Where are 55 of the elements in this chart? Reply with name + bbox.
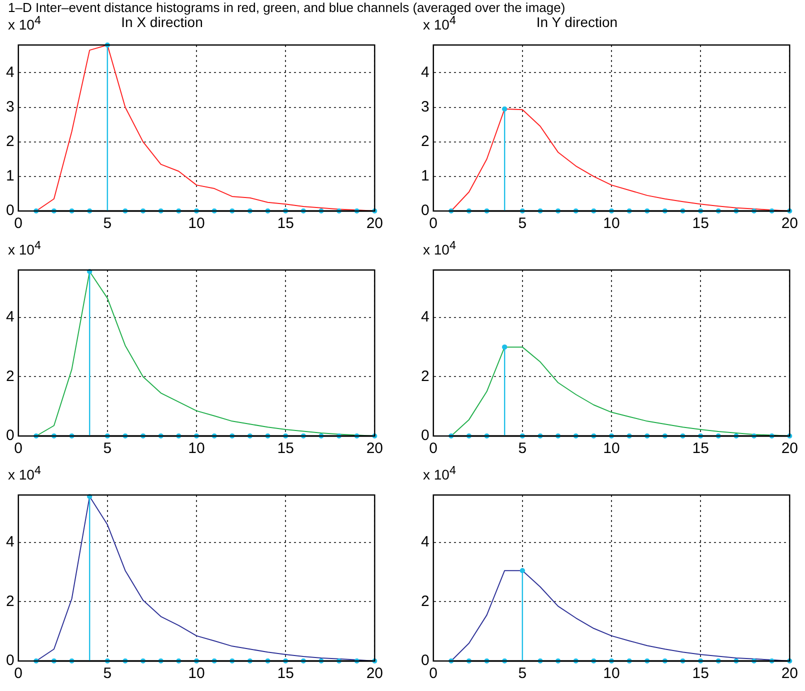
y-tick-label: 2 bbox=[421, 368, 430, 385]
x-tick-label: 10 bbox=[188, 440, 205, 458]
y-tick-label: 0 bbox=[421, 652, 430, 670]
x-tick-label: 20 bbox=[366, 215, 383, 232]
y-tick-label: 1 bbox=[6, 168, 14, 185]
y-tick-label: 2 bbox=[6, 592, 14, 610]
x-tick-label: 20 bbox=[366, 440, 383, 458]
x-tick-label: 15 bbox=[277, 440, 294, 458]
y-tick-label: 0 bbox=[6, 652, 14, 670]
x-tick-label: 20 bbox=[781, 440, 798, 458]
x-tick-label: 10 bbox=[603, 665, 620, 682]
y-tick-label: 3 bbox=[6, 98, 14, 116]
x-tick-label: 5 bbox=[518, 215, 527, 232]
text: x 10$^{4}$ bbox=[8, 464, 41, 483]
y-tick-label: 4 bbox=[421, 534, 430, 551]
x-tick-label: 5 bbox=[103, 440, 112, 458]
y-tick-label: 4 bbox=[6, 534, 14, 551]
y-tick-label: 2 bbox=[6, 132, 14, 150]
x-tick-label: 20 bbox=[781, 665, 798, 682]
y-tick-label: 1 bbox=[421, 168, 430, 185]
x-tick-label: 15 bbox=[277, 215, 294, 232]
x-tick-label: 15 bbox=[692, 215, 709, 232]
x-tick-label: 5 bbox=[103, 665, 112, 682]
y-tick-label: 4 bbox=[6, 64, 14, 81]
text: x 10$^{4}$ bbox=[423, 239, 456, 258]
x-tick-label: 5 bbox=[518, 665, 527, 682]
x-tick-label: 10 bbox=[603, 215, 620, 232]
x-tick-label: 15 bbox=[277, 665, 294, 682]
chart-title: In X direction bbox=[120, 14, 203, 30]
x-tick-label: 5 bbox=[103, 215, 112, 232]
text: x 10$^{4}$ bbox=[423, 464, 456, 483]
y-tick-label: 0 bbox=[6, 427, 14, 444]
x-tick-label: 20 bbox=[366, 665, 383, 682]
y-tick-label: 2 bbox=[6, 368, 14, 385]
y-tick-label: 4 bbox=[421, 64, 430, 81]
y-tick-label: 4 bbox=[6, 308, 14, 326]
x-tick-label: 10 bbox=[188, 665, 205, 682]
x-tick-label: 10 bbox=[603, 440, 620, 458]
text: x 10$^{4}$ bbox=[423, 14, 456, 33]
x-tick-label: 15 bbox=[692, 440, 709, 458]
y-tick-label: 4 bbox=[421, 308, 430, 326]
x-tick-label: 10 bbox=[188, 215, 205, 232]
text: x 10$^{4}$ bbox=[8, 239, 41, 258]
y-tick-label: 0 bbox=[421, 202, 430, 220]
y-tick-label: 2 bbox=[421, 132, 430, 150]
y-tick-label: 2 bbox=[421, 592, 430, 610]
text: x 10$^{4}$ bbox=[8, 14, 41, 33]
x-tick-label: 5 bbox=[518, 440, 527, 458]
y-tick-label: 0 bbox=[421, 427, 430, 444]
text: 1–D Inter–event distance histograms in red, green, and blue channels (averaged over the image) bbox=[8, 0, 566, 15]
y-tick-label: 3 bbox=[421, 98, 430, 116]
x-tick-label: 15 bbox=[692, 665, 709, 682]
chart-title: In Y direction bbox=[536, 14, 619, 30]
y-tick-label: 0 bbox=[6, 202, 14, 220]
x-tick-label: 20 bbox=[781, 215, 798, 232]
